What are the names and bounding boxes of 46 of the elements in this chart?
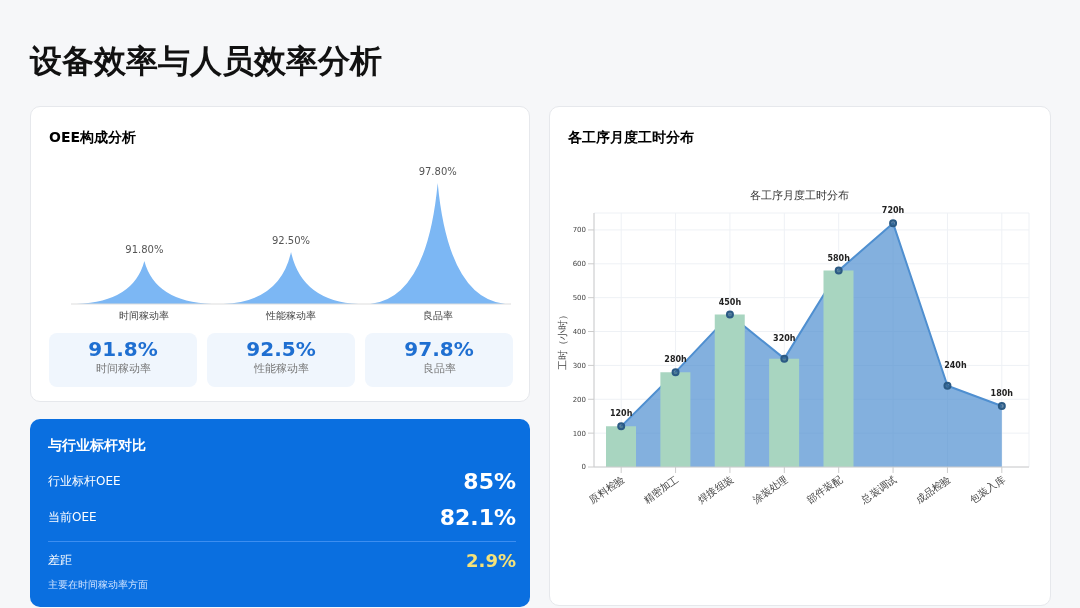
data-label: 97.80% bbox=[418, 166, 457, 177]
category-label: 良品率 bbox=[421, 361, 457, 376]
x-tick-label: 总装调试 bbox=[858, 473, 899, 506]
chart-title: 各工序月度工时分布 bbox=[568, 129, 694, 147]
data-label: 580h bbox=[827, 253, 851, 263]
text: 85% bbox=[463, 468, 516, 494]
data-label: 320h bbox=[773, 333, 796, 343]
x-tick-label: 良品率 bbox=[422, 310, 453, 322]
category-label: 性能稼动率 bbox=[252, 361, 310, 376]
chart-title: 设备效率与人员效率分析 bbox=[30, 41, 382, 82]
category-label: 当前OEE bbox=[48, 508, 97, 526]
x-tick-label: 时间稼动率 bbox=[119, 310, 170, 322]
data-label: 92.50% bbox=[271, 234, 311, 246]
data-label: 91.80% bbox=[125, 244, 164, 256]
data-label: 180h bbox=[990, 389, 1014, 399]
category-label: 行业标杆OEE bbox=[48, 472, 121, 490]
data-label: 280h bbox=[664, 355, 688, 365]
text: 97.8% bbox=[404, 337, 474, 361]
bar bbox=[660, 372, 691, 467]
chart-subtitle: OEE构成分析 bbox=[49, 129, 137, 147]
bar bbox=[769, 358, 800, 467]
data-label: 120h bbox=[609, 409, 633, 419]
text: 91.8% bbox=[88, 337, 158, 361]
x-tick-label: 包装入库 bbox=[967, 473, 1008, 506]
text: 82.1% bbox=[439, 504, 516, 530]
x-tick-label: 涂装处理 bbox=[750, 473, 790, 506]
x-tick-label: 焊接组装 bbox=[696, 473, 736, 506]
x-tick-label: 部件装配 bbox=[804, 473, 844, 506]
text: 2.9% bbox=[466, 549, 516, 571]
category-label: 时间稼动率 bbox=[94, 361, 152, 376]
bar bbox=[606, 426, 636, 467]
text: 与行业标杆对比 bbox=[48, 437, 147, 455]
bar bbox=[714, 314, 745, 467]
text: 92.5% bbox=[246, 337, 316, 361]
bar bbox=[823, 270, 854, 467]
x-tick-label: 性能稼动率 bbox=[265, 310, 316, 322]
text: 主要在时间稼动率方面 bbox=[48, 578, 149, 592]
x-tick-label: 原料检验 bbox=[587, 473, 627, 506]
x-tick-label: 成品检验 bbox=[913, 473, 953, 506]
chart-subtitle: 各工序月度工时分布 bbox=[749, 189, 849, 202]
y-axis-title: 工时（小时） bbox=[556, 310, 568, 370]
category-label: 差距 bbox=[48, 551, 72, 569]
data-label: 450h bbox=[718, 297, 742, 307]
data-label: 720h bbox=[881, 206, 905, 216]
data-label: 240h bbox=[944, 360, 967, 370]
x-tick-label: 精密加工 bbox=[641, 473, 681, 506]
